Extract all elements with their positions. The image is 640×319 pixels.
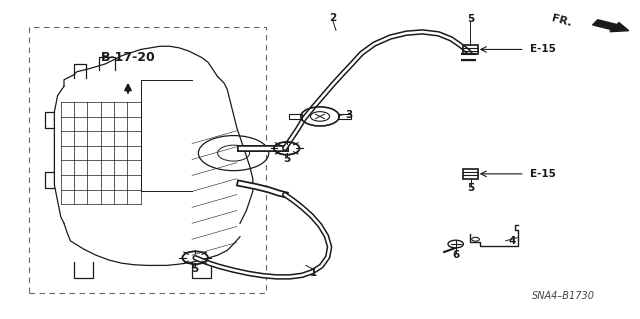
Text: 6: 6 [452, 250, 460, 260]
Bar [463, 45, 478, 54]
Text: E-15: E-15 [530, 169, 556, 179]
Text: B-17-20: B-17-20 [100, 51, 156, 64]
Text: 1: 1 [310, 268, 317, 278]
Text: 5: 5 [467, 183, 475, 193]
Bar [463, 169, 478, 179]
Text: 3: 3 [345, 110, 353, 120]
Text: 5: 5 [283, 154, 291, 165]
Text: 5: 5 [191, 263, 199, 274]
Circle shape [448, 240, 463, 248]
Text: 5: 5 [467, 14, 474, 24]
Bar [29, 27, 266, 293]
FancyArrow shape [593, 20, 628, 32]
Text: FR.: FR. [550, 13, 573, 28]
Text: 2: 2 [329, 12, 337, 23]
Text: SNA4–B1730: SNA4–B1730 [532, 292, 595, 301]
Bar [289, 114, 302, 119]
Text: 4: 4 [508, 236, 516, 246]
Text: E-15: E-15 [530, 44, 556, 55]
Bar [338, 114, 351, 119]
